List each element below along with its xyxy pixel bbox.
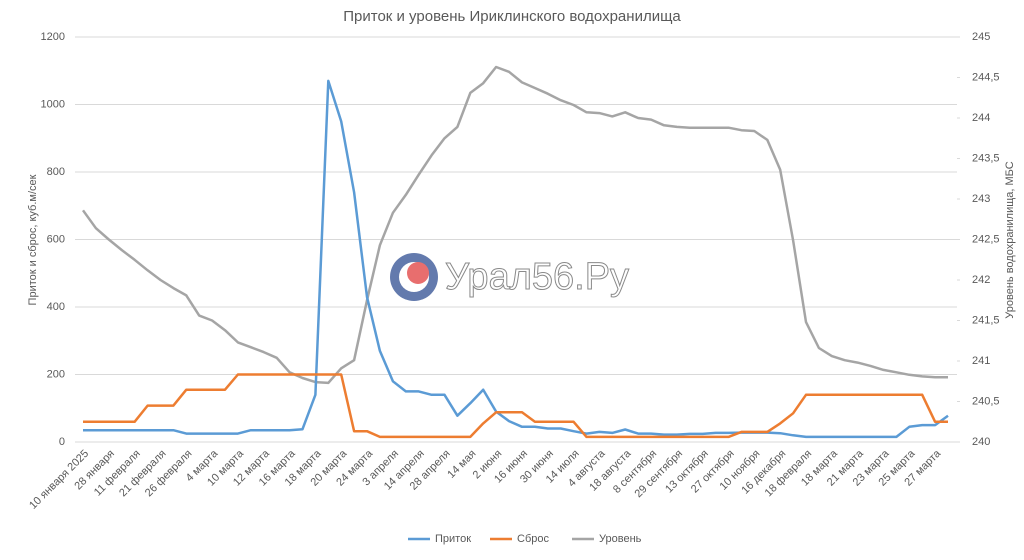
legend-label: Сброс <box>517 533 549 545</box>
y2-axis-title: Уровень водохранилища, МБС <box>1004 161 1016 318</box>
series-line <box>83 79 949 439</box>
y2-tick-label: 242 <box>972 274 990 286</box>
series-line <box>83 373 948 439</box>
y2-tick-label: 243,5 <box>972 152 1000 164</box>
y2-tick-label: 244 <box>972 112 990 124</box>
y-tick-label: 1000 <box>41 98 65 110</box>
y2-tick-label: 244,5 <box>972 71 1000 83</box>
y2-tick-label: 241,5 <box>972 314 1000 326</box>
chart-title: Приток и уровень Ириклинского водохранил… <box>343 8 681 25</box>
y-axis-title: Приток и сброс, куб.м/сек <box>27 174 39 305</box>
y2-tick-label: 242,5 <box>972 233 1000 245</box>
y-tick-label: 0 <box>59 436 65 448</box>
watermark-logo <box>390 253 438 301</box>
y-tick-label: 200 <box>47 368 65 380</box>
y2-tick-label: 245 <box>972 31 990 43</box>
y2-tick-label: 243 <box>972 193 990 205</box>
y-tick-label: 1200 <box>41 31 65 43</box>
y2-tick-label: 241 <box>972 355 990 367</box>
legend-label: Приток <box>435 533 471 545</box>
y2-tick-label: 240 <box>972 436 990 448</box>
y-tick-label: 600 <box>47 233 65 245</box>
y-tick-label: 400 <box>47 301 65 313</box>
series-line <box>81 65 948 385</box>
y-tick-label: 800 <box>47 166 65 178</box>
y2-tick-label: 240,5 <box>972 395 1000 407</box>
watermark: Урал56.Ру <box>445 256 629 298</box>
legend-label: Уровень <box>599 533 642 545</box>
